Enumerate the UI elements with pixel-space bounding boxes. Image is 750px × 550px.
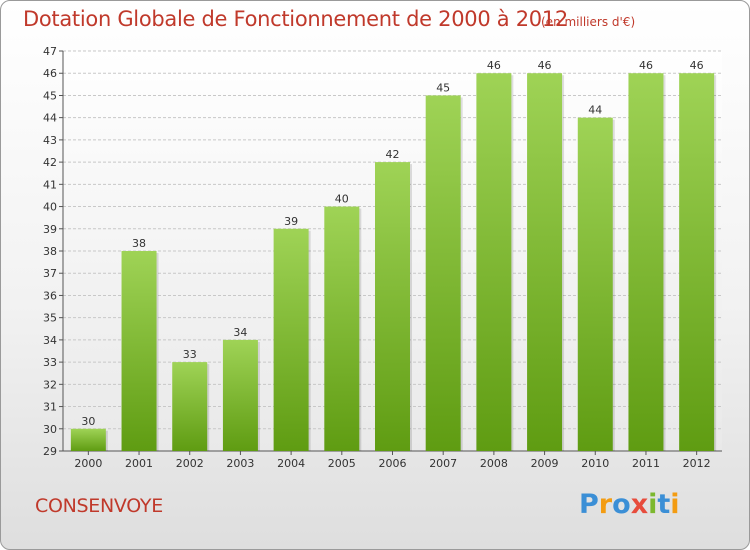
logo-letter: x [630,489,649,520]
bar [222,339,258,451]
data-label: 34 [233,326,247,339]
x-tick-label: 2000 [74,457,102,470]
data-label: 44 [588,104,602,117]
proxiti-logo: Proxiti [579,489,680,520]
data-label: 45 [436,81,450,94]
y-tick-label: 41 [43,178,57,191]
bar [476,73,512,451]
data-label: 40 [335,193,349,206]
x-tick-label: 2005 [328,457,356,470]
x-tick-label: 2009 [531,457,559,470]
x-tick-label: 2007 [429,457,457,470]
y-tick-label: 47 [43,45,57,58]
logo-letter: o [612,489,631,520]
logo-letter: P [579,489,599,520]
logo-letter: r [598,489,613,520]
bar [527,73,563,451]
bar [70,428,106,451]
y-tick-label: 36 [43,289,57,302]
y-tick-label: 43 [43,134,57,147]
y-tick-label: 35 [43,312,57,325]
logo-letter: i [648,489,658,520]
y-tick-label: 32 [43,378,57,391]
bar [172,362,208,451]
x-tick-label: 2006 [379,457,407,470]
y-tick-label: 31 [43,401,57,414]
x-tick-label: 2001 [125,457,153,470]
y-tick-label: 40 [43,201,57,214]
y-tick-label: 33 [43,356,57,369]
x-tick-label: 2012 [683,457,711,470]
x-tick-label: 2003 [226,457,254,470]
bar [375,162,410,451]
chart-title: Dotation Globale de Fonctionnement de 20… [23,7,568,31]
bar [577,117,613,452]
y-tick-label: 46 [43,67,57,80]
bar [121,251,157,451]
data-label: 46 [538,59,552,72]
logo-letter: t [657,489,671,520]
y-tick-label: 30 [43,423,57,436]
y-tick-label: 45 [43,89,57,102]
data-label: 38 [132,237,146,250]
x-tick-label: 2010 [581,457,609,470]
data-label: 30 [81,415,95,428]
commune-name: CONSENVOYE [35,495,163,517]
x-tick-label: 2008 [480,457,508,470]
data-label: 46 [690,59,704,72]
y-tick-label: 44 [43,112,57,125]
x-tick-label: 2004 [277,457,305,470]
bar [324,206,360,451]
y-tick-label: 37 [43,267,57,280]
y-tick-label: 34 [43,334,57,347]
data-label: 46 [639,59,653,72]
bar [425,95,461,451]
y-tick-label: 39 [43,223,57,236]
data-label: 42 [386,148,400,161]
bar [628,73,664,451]
data-label: 33 [183,348,197,361]
y-tick-label: 29 [43,445,57,458]
x-tick-label: 2011 [632,457,660,470]
data-label: 39 [284,215,298,228]
logo-letter: i [670,489,680,520]
y-tick-label: 38 [43,245,57,258]
chart-subtitle: (en milliers d'€) [541,15,636,29]
y-tick-label: 42 [43,156,57,169]
data-label: 46 [487,59,501,72]
bar [273,228,309,451]
x-tick-label: 2002 [176,457,204,470]
bar [679,73,715,451]
